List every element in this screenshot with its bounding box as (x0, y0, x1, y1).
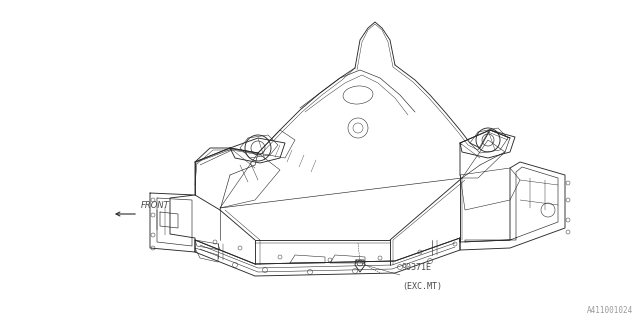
Text: FRONT: FRONT (141, 201, 170, 210)
Text: 90371E: 90371E (402, 263, 432, 272)
Text: (EXC.MT): (EXC.MT) (402, 272, 442, 292)
Text: A411001024: A411001024 (587, 306, 633, 315)
